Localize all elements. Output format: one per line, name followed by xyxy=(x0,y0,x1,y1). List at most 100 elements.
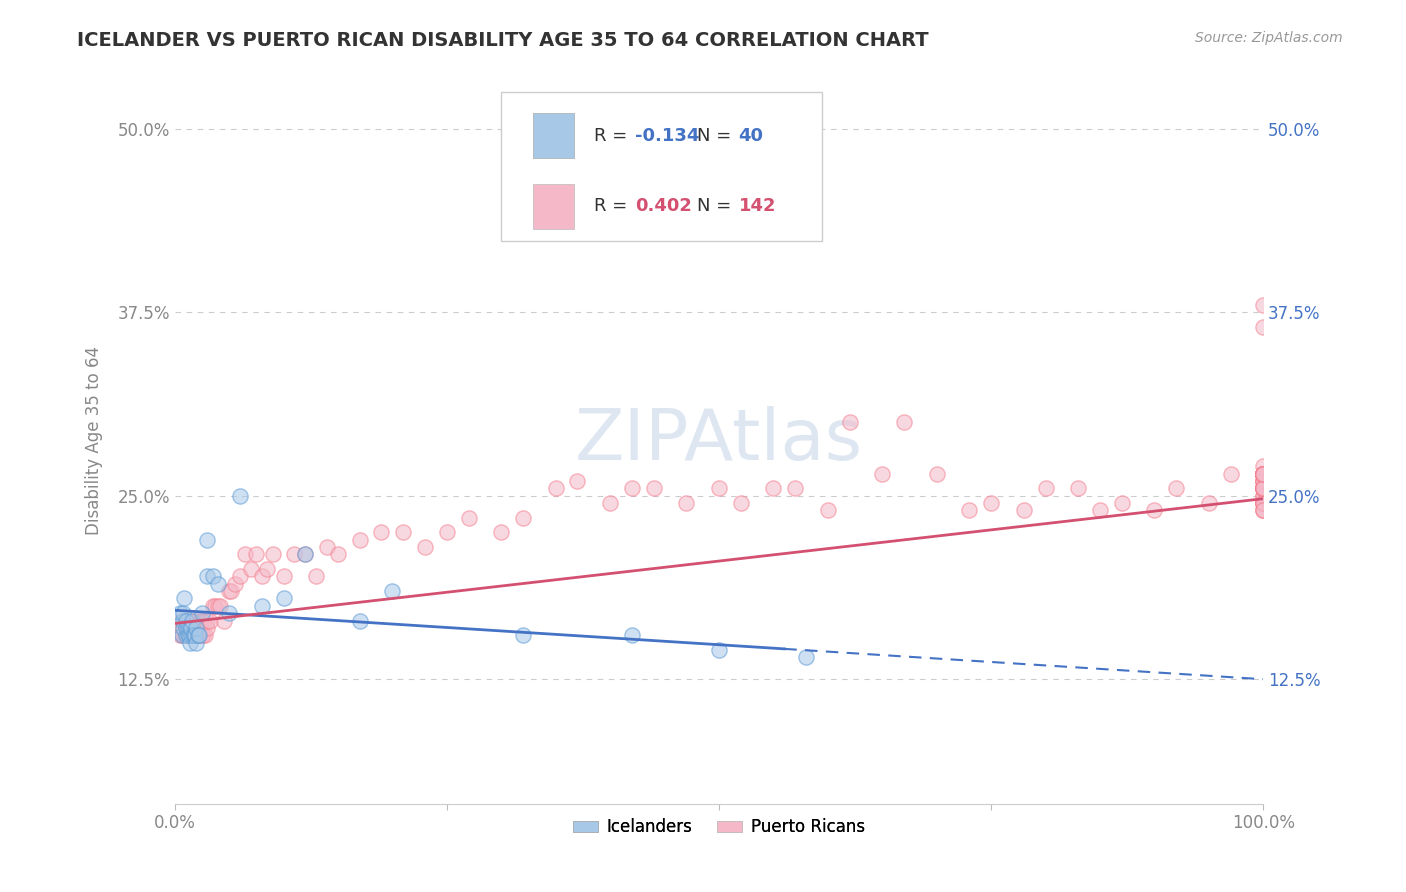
Point xyxy=(209,599,232,613)
Point xyxy=(1251,489,1274,503)
Point xyxy=(218,584,240,599)
Point xyxy=(544,482,567,496)
Point xyxy=(707,643,730,657)
Point xyxy=(436,525,458,540)
Point xyxy=(643,482,665,496)
Point xyxy=(1251,467,1274,481)
Text: ICELANDER VS PUERTO RICAN DISABILITY AGE 35 TO 64 CORRELATION CHART: ICELANDER VS PUERTO RICAN DISABILITY AGE… xyxy=(77,31,929,50)
Point xyxy=(707,482,730,496)
Point xyxy=(1251,467,1274,481)
Point xyxy=(1111,496,1133,510)
Point xyxy=(245,548,267,562)
Point xyxy=(250,569,273,583)
Point xyxy=(1251,467,1274,481)
Point xyxy=(1251,467,1274,481)
Point xyxy=(1251,474,1274,488)
Point xyxy=(183,628,205,642)
Point xyxy=(180,628,202,642)
Point xyxy=(235,548,257,562)
Point xyxy=(186,621,208,635)
Text: R =: R = xyxy=(593,197,633,215)
Point xyxy=(1251,482,1274,496)
Point xyxy=(195,569,218,583)
Point xyxy=(250,599,273,613)
Point xyxy=(177,621,200,635)
Point xyxy=(925,467,948,481)
Point xyxy=(1166,482,1188,496)
Point xyxy=(1251,474,1274,488)
Point xyxy=(198,614,221,628)
Point xyxy=(191,606,214,620)
Point xyxy=(172,621,194,635)
Point xyxy=(817,503,839,517)
Point xyxy=(1088,503,1111,517)
Point xyxy=(176,628,198,642)
Point xyxy=(212,614,235,628)
Point xyxy=(413,540,436,554)
Point xyxy=(1251,467,1274,481)
Point xyxy=(1251,496,1274,510)
Point xyxy=(893,416,915,430)
Text: 40: 40 xyxy=(738,127,763,145)
Point xyxy=(177,628,200,642)
Point xyxy=(381,584,404,599)
Point xyxy=(294,548,316,562)
Point xyxy=(173,591,195,606)
Point xyxy=(180,621,202,635)
Point xyxy=(1251,503,1274,517)
FancyBboxPatch shape xyxy=(533,113,574,158)
Point xyxy=(1251,482,1274,496)
Point xyxy=(195,533,218,547)
Point xyxy=(1251,467,1274,481)
Point xyxy=(204,599,226,613)
Point xyxy=(179,628,201,642)
Point xyxy=(1251,467,1274,481)
Point xyxy=(187,628,209,642)
Point xyxy=(1251,467,1274,481)
Point xyxy=(239,562,262,576)
Point xyxy=(181,628,204,642)
Point xyxy=(1251,503,1274,517)
Point xyxy=(1143,503,1166,517)
Point xyxy=(980,496,1002,510)
Point xyxy=(1251,467,1274,481)
Point xyxy=(1251,467,1274,481)
Point xyxy=(179,621,201,635)
Point xyxy=(172,606,194,620)
Point xyxy=(187,628,209,642)
Point xyxy=(1251,496,1274,510)
Point xyxy=(201,569,224,583)
Point xyxy=(1251,467,1274,481)
Point xyxy=(207,577,229,591)
Point xyxy=(195,621,218,635)
Point xyxy=(457,510,479,524)
Point xyxy=(730,496,752,510)
Point xyxy=(207,599,229,613)
Point xyxy=(1251,503,1274,517)
Point xyxy=(173,628,195,642)
Point xyxy=(1251,467,1274,481)
Point xyxy=(1251,467,1274,481)
FancyBboxPatch shape xyxy=(533,184,574,228)
Point xyxy=(172,614,194,628)
Point xyxy=(177,628,200,642)
Text: 0.402: 0.402 xyxy=(636,197,692,215)
Point xyxy=(174,628,197,642)
Point xyxy=(1219,467,1241,481)
Point xyxy=(1251,482,1274,496)
Point xyxy=(177,621,200,635)
Point xyxy=(273,569,295,583)
Point xyxy=(1251,482,1274,496)
Point xyxy=(294,548,316,562)
Point xyxy=(193,614,215,628)
Point xyxy=(1251,482,1274,496)
Point xyxy=(186,635,208,649)
Point xyxy=(599,496,621,510)
Point xyxy=(283,548,305,562)
Point xyxy=(785,482,807,496)
Point xyxy=(957,503,980,517)
Point xyxy=(181,621,204,635)
Point xyxy=(1251,467,1274,481)
Point xyxy=(1251,474,1274,488)
Point xyxy=(1251,467,1274,481)
